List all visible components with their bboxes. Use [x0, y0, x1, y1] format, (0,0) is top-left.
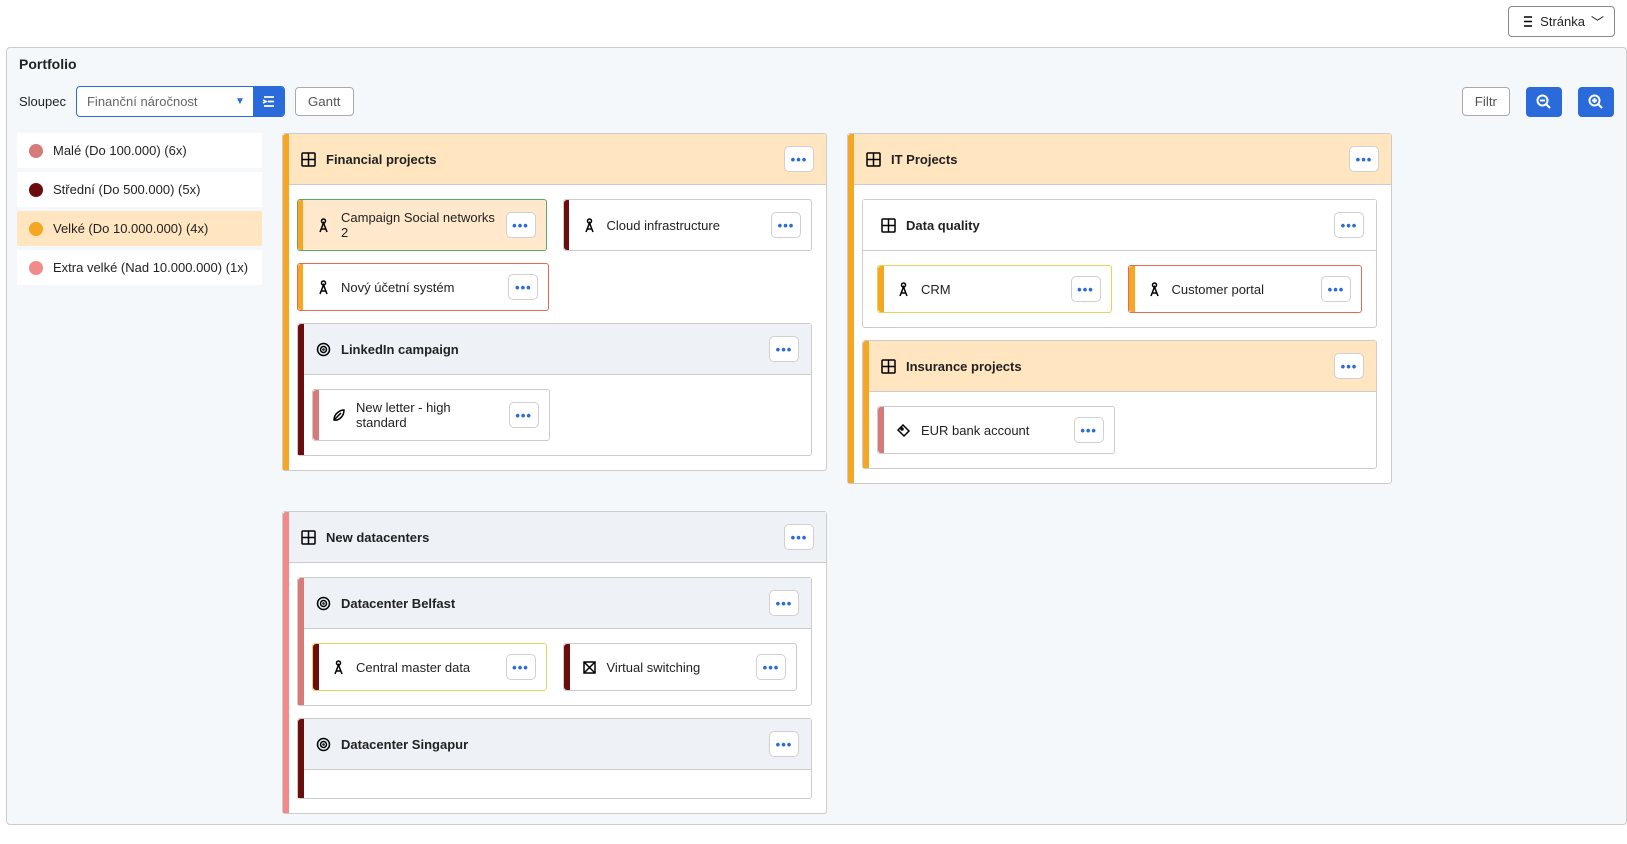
more-button[interactable]: •••	[784, 146, 814, 172]
portfolio-panel: Portfolio Sloupec Finanční náročnost ▼ G…	[6, 47, 1627, 825]
filter-button[interactable]: Filtr	[1462, 87, 1510, 116]
more-button[interactable]: •••	[756, 654, 786, 680]
legend-label: Extra velké (Nad 10.000.000) (1x)	[53, 260, 248, 275]
card-title: EUR bank account	[921, 423, 1064, 438]
tag-icon	[896, 423, 911, 438]
card-title: New letter - high standard	[356, 400, 499, 430]
target-icon	[316, 342, 331, 357]
panel-title: Portfolio	[19, 56, 1614, 72]
more-button[interactable]: •••	[506, 654, 536, 680]
grid-icon	[881, 218, 896, 233]
group-linkedin: LinkedIn campaign ••• New letter - high …	[297, 323, 812, 456]
zoom-in-button[interactable]	[1578, 87, 1614, 117]
group-singapur: Datacenter Singapur •••	[297, 718, 812, 799]
legend-label: Velké (Do 10.000.000) (4x)	[53, 221, 208, 236]
group-title: Insurance projects	[906, 359, 1324, 374]
group-title: Data quality	[906, 218, 1324, 233]
legend-sidebar: Malé (Do 100.000) (6x) Střední (Do 500.00…	[17, 133, 262, 285]
card-title: Central master data	[356, 660, 496, 675]
legend-label: Malé (Do 100.000) (6x)	[53, 143, 187, 158]
more-button[interactable]: •••	[506, 212, 536, 238]
card-title: Cloud infrastructure	[607, 218, 762, 233]
group-insurance: Insurance projects ••• EUR bank account …	[862, 340, 1377, 469]
group-title: Datacenter Belfast	[341, 596, 759, 611]
card-title: Campaign Social networks 2	[341, 210, 496, 240]
compass-icon	[1147, 282, 1162, 297]
indent-icon[interactable]	[253, 87, 284, 116]
legend-item[interactable]: Extra velké (Nad 10.000.000) (1x)	[17, 250, 262, 285]
grid-icon	[866, 152, 881, 167]
box-icon	[582, 660, 597, 675]
dropdown-value: Finanční náročnost	[77, 88, 227, 115]
more-button[interactable]: •••	[1321, 276, 1351, 302]
page-selector[interactable]: Stránka ﹀	[1508, 6, 1615, 37]
board-financial: Financial projects ••• Campaign Social n…	[282, 133, 827, 471]
card-title: CRM	[921, 282, 1061, 297]
card[interactable]: Central master data •••	[312, 643, 547, 691]
grid-icon	[301, 530, 316, 545]
group-data-quality: Data quality ••• CRM ••• Customer portal…	[862, 199, 1377, 328]
board-title: IT Projects	[891, 152, 1339, 167]
compass-icon	[331, 660, 346, 675]
list-icon	[1519, 14, 1534, 29]
chevron-down-icon: ▼	[227, 96, 253, 107]
legend-item[interactable]: Velké (Do 10.000.000) (4x)	[17, 211, 262, 246]
legend-label: Střední (Do 500.000) (5x)	[53, 182, 200, 197]
card-title: Nový účetní systém	[341, 280, 498, 295]
leaf-icon	[331, 408, 346, 423]
target-icon	[316, 596, 331, 611]
legend-dot	[29, 261, 43, 275]
more-button[interactable]: •••	[509, 402, 539, 428]
target-icon	[316, 737, 331, 752]
group-belfast: Datacenter Belfast ••• Central master da…	[297, 577, 812, 706]
board-title: New datacenters	[326, 530, 774, 545]
card[interactable]: Virtual switching •••	[563, 643, 798, 691]
more-button[interactable]: •••	[784, 524, 814, 550]
more-button[interactable]: •••	[1071, 276, 1101, 302]
more-button[interactable]: •••	[1334, 212, 1364, 238]
more-button[interactable]: •••	[1334, 353, 1364, 379]
page-selector-label: Stránka	[1540, 14, 1585, 29]
card[interactable]: Nový účetní systém •••	[297, 263, 549, 311]
more-button[interactable]: •••	[769, 731, 799, 757]
card[interactable]: Campaign Social networks 2 •••	[297, 199, 547, 251]
card[interactable]: EUR bank account •••	[877, 406, 1115, 454]
card[interactable]: CRM •••	[877, 265, 1112, 313]
grid-icon	[301, 152, 316, 167]
more-button[interactable]: •••	[769, 590, 799, 616]
group-title: LinkedIn campaign	[341, 342, 759, 357]
group-title: Datacenter Singapur	[341, 737, 759, 752]
grid-icon	[881, 359, 896, 374]
card-title: Virtual switching	[607, 660, 747, 675]
more-button[interactable]: •••	[508, 274, 538, 300]
column-label: Sloupec	[19, 94, 66, 109]
legend-item[interactable]: Střední (Do 500.000) (5x)	[17, 172, 262, 207]
zoom-out-button[interactable]	[1526, 87, 1562, 117]
legend-dot	[29, 144, 43, 158]
compass-icon	[316, 280, 331, 295]
board-datacenters: New datacenters ••• Datacenter Belfast •…	[282, 511, 827, 814]
card[interactable]: Cloud infrastructure •••	[563, 199, 813, 251]
compass-icon	[582, 218, 597, 233]
more-button[interactable]: •••	[1349, 146, 1379, 172]
board-title: Financial projects	[326, 152, 774, 167]
compass-icon	[316, 218, 331, 233]
column-dropdown[interactable]: Finanční náročnost ▼	[76, 86, 285, 117]
legend-dot	[29, 183, 43, 197]
board-it: IT Projects ••• Data quality •••	[847, 133, 1392, 484]
card[interactable]: New letter - high standard •••	[312, 389, 550, 441]
card-title: Customer portal	[1172, 282, 1312, 297]
more-button[interactable]: •••	[1074, 417, 1104, 443]
legend-item[interactable]: Malé (Do 100.000) (6x)	[17, 133, 262, 168]
more-button[interactable]: •••	[771, 212, 801, 238]
chevron-down-icon: ﹀	[1591, 12, 1604, 31]
gantt-button[interactable]: Gantt	[295, 87, 354, 116]
compass-icon	[896, 282, 911, 297]
legend-dot	[29, 222, 43, 236]
more-button[interactable]: •••	[769, 336, 799, 362]
card[interactable]: Customer portal •••	[1128, 265, 1363, 313]
